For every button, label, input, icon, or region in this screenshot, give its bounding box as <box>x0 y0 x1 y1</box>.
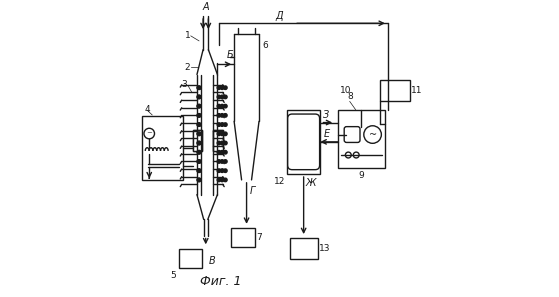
Circle shape <box>220 114 224 117</box>
Text: Д: Д <box>276 11 283 21</box>
Circle shape <box>220 86 224 89</box>
Circle shape <box>220 123 224 126</box>
Text: 6: 6 <box>262 41 268 50</box>
FancyBboxPatch shape <box>288 114 320 170</box>
Text: Фиг. 1: Фиг. 1 <box>200 275 241 288</box>
Circle shape <box>224 123 227 126</box>
Circle shape <box>197 114 201 117</box>
Circle shape <box>220 160 224 163</box>
Bar <box>287 110 320 174</box>
Text: ~: ~ <box>368 129 377 140</box>
Circle shape <box>197 169 201 173</box>
Circle shape <box>197 178 201 182</box>
Bar <box>338 110 385 168</box>
Text: 3: 3 <box>182 80 187 89</box>
Bar <box>231 228 254 247</box>
Circle shape <box>197 114 201 117</box>
Circle shape <box>217 160 221 163</box>
Bar <box>178 249 202 268</box>
Circle shape <box>220 95 224 99</box>
Bar <box>192 130 202 151</box>
Text: В: В <box>209 256 215 266</box>
Circle shape <box>197 160 201 163</box>
Circle shape <box>217 114 221 117</box>
Text: 4: 4 <box>144 105 150 114</box>
Text: 12: 12 <box>274 177 285 186</box>
Circle shape <box>220 169 224 173</box>
Circle shape <box>197 160 201 163</box>
Text: 5: 5 <box>170 271 176 280</box>
Circle shape <box>217 169 221 173</box>
Text: 11: 11 <box>411 86 423 95</box>
Circle shape <box>224 178 227 182</box>
Circle shape <box>224 151 227 154</box>
Text: 9: 9 <box>358 171 364 180</box>
Text: 10: 10 <box>339 86 351 95</box>
Bar <box>214 130 222 151</box>
Circle shape <box>217 178 221 182</box>
Circle shape <box>197 151 201 154</box>
Circle shape <box>364 126 381 143</box>
Circle shape <box>197 104 201 108</box>
Circle shape <box>197 151 201 154</box>
Text: 7: 7 <box>256 233 262 242</box>
Circle shape <box>197 178 201 182</box>
Circle shape <box>220 178 224 182</box>
Circle shape <box>197 169 201 173</box>
Text: Б: Б <box>227 50 234 60</box>
Circle shape <box>217 86 221 89</box>
Text: А: А <box>202 1 209 12</box>
Circle shape <box>217 95 221 99</box>
Circle shape <box>224 169 227 173</box>
Bar <box>381 80 410 101</box>
Bar <box>290 238 318 259</box>
Text: Г: Г <box>249 186 255 196</box>
Circle shape <box>217 104 221 108</box>
Text: ~: ~ <box>146 131 152 137</box>
Circle shape <box>197 123 201 126</box>
Circle shape <box>197 86 201 89</box>
Circle shape <box>220 132 224 135</box>
Circle shape <box>217 132 221 135</box>
Circle shape <box>197 95 201 99</box>
Circle shape <box>197 141 201 145</box>
Circle shape <box>197 95 201 99</box>
Bar <box>214 130 222 151</box>
Circle shape <box>144 128 154 139</box>
Text: 8: 8 <box>347 92 353 101</box>
Bar <box>142 116 183 180</box>
Circle shape <box>197 123 201 126</box>
Circle shape <box>224 132 227 135</box>
FancyBboxPatch shape <box>344 127 360 143</box>
Circle shape <box>217 151 221 154</box>
Circle shape <box>197 132 201 135</box>
Circle shape <box>220 104 224 108</box>
Circle shape <box>197 132 201 135</box>
Circle shape <box>217 141 221 145</box>
Circle shape <box>224 104 227 108</box>
Text: Ж: Ж <box>306 178 316 188</box>
Circle shape <box>197 104 201 108</box>
Circle shape <box>197 141 201 145</box>
Circle shape <box>197 86 201 89</box>
Text: З: З <box>324 110 330 120</box>
Text: 13: 13 <box>319 244 330 253</box>
Circle shape <box>217 123 221 126</box>
Circle shape <box>345 152 351 158</box>
Text: 2: 2 <box>184 63 190 72</box>
Circle shape <box>220 151 224 154</box>
Circle shape <box>224 141 227 145</box>
Text: Е: Е <box>324 129 330 139</box>
Text: 1: 1 <box>184 31 190 40</box>
Circle shape <box>224 160 227 163</box>
Bar <box>192 130 202 151</box>
Circle shape <box>224 86 227 89</box>
Circle shape <box>220 141 224 145</box>
Circle shape <box>224 95 227 99</box>
Circle shape <box>353 152 359 158</box>
Circle shape <box>224 114 227 117</box>
